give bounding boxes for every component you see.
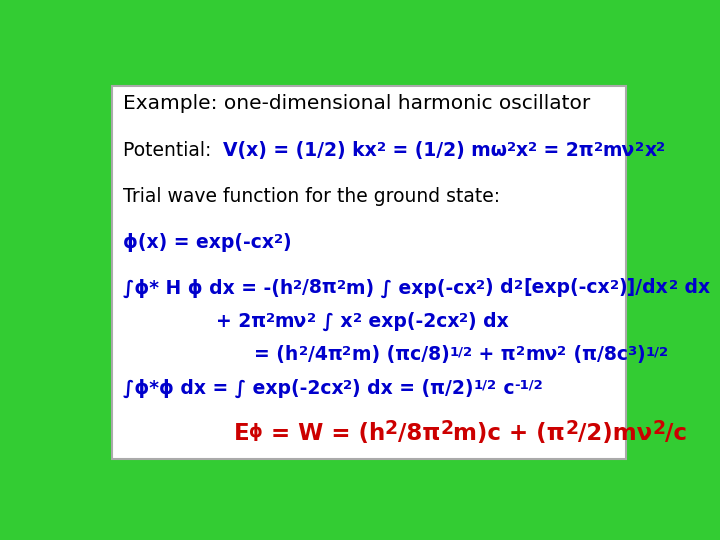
- Text: 2: 2: [557, 345, 567, 358]
- Text: )]/dx: )]/dx: [619, 279, 669, 298]
- Text: 2: 2: [343, 379, 352, 392]
- Text: 2: 2: [516, 345, 525, 358]
- Text: 2: 2: [507, 141, 516, 154]
- Text: ): ): [636, 345, 645, 364]
- Text: 2: 2: [337, 279, 346, 292]
- Text: exp(-2cx: exp(-2cx: [362, 312, 459, 330]
- Text: c: c: [497, 379, 515, 397]
- Text: [exp(-cx: [exp(-cx: [523, 279, 610, 298]
- Text: 2: 2: [441, 420, 454, 438]
- Text: 1/2: 1/2: [449, 345, 472, 358]
- Text: ) d: ) d: [485, 279, 514, 298]
- Text: Potential:: Potential:: [122, 140, 223, 160]
- Text: 2: 2: [299, 345, 307, 358]
- Text: m)c + (π: m)c + (π: [454, 422, 565, 445]
- Text: 2: 2: [669, 279, 678, 292]
- Text: 2: 2: [353, 312, 362, 325]
- Text: m) (πc/8): m) (πc/8): [351, 345, 449, 364]
- Text: 1/2: 1/2: [645, 345, 669, 358]
- Text: ): ): [283, 233, 292, 252]
- Text: 2: 2: [652, 420, 665, 438]
- Text: + 2π: + 2π: [215, 312, 266, 330]
- Text: Example: one-dimensional harmonic oscillator: Example: one-dimensional harmonic oscill…: [122, 94, 590, 113]
- Text: V(x) = (1/2) kx: V(x) = (1/2) kx: [223, 140, 377, 160]
- Text: m) ∫ exp(-cx: m) ∫ exp(-cx: [346, 279, 477, 298]
- Text: + π: + π: [472, 345, 516, 364]
- Text: 2: 2: [459, 312, 469, 325]
- Text: 2: 2: [293, 279, 302, 292]
- Text: dx: dx: [678, 279, 710, 298]
- Text: x: x: [516, 140, 528, 160]
- Text: 1/2: 1/2: [474, 379, 497, 392]
- Text: 2: 2: [594, 141, 603, 154]
- FancyBboxPatch shape: [112, 86, 626, 459]
- Text: 2: 2: [657, 141, 665, 154]
- Text: 2: 2: [477, 279, 485, 292]
- Text: /8π: /8π: [398, 422, 441, 445]
- Text: 2: 2: [307, 312, 316, 325]
- Text: (π/8c: (π/8c: [567, 345, 628, 364]
- Text: ∫ϕ* H ϕ dx = -(h: ∫ϕ* H ϕ dx = -(h: [122, 279, 293, 298]
- Text: 2: 2: [377, 141, 386, 154]
- Text: ∫ x: ∫ x: [316, 312, 353, 331]
- Text: = 2π: = 2π: [537, 140, 594, 160]
- Text: = (1/2) mω: = (1/2) mω: [386, 140, 507, 160]
- Text: 2: 2: [385, 420, 398, 438]
- Text: E: E: [233, 422, 249, 445]
- Text: 3: 3: [628, 345, 636, 358]
- Text: = (h: = (h: [254, 345, 299, 364]
- Text: 2: 2: [514, 279, 523, 292]
- Text: -1/2: -1/2: [515, 379, 544, 392]
- Text: mν: mν: [525, 345, 557, 364]
- Text: ) dx = (π/2): ) dx = (π/2): [352, 379, 474, 397]
- Text: Trial wave function for the ground state:: Trial wave function for the ground state…: [122, 187, 500, 206]
- Text: ∫ϕ*ϕ dx = ∫ exp(-2cx: ∫ϕ*ϕ dx = ∫ exp(-2cx: [122, 379, 343, 398]
- Text: 2: 2: [528, 141, 537, 154]
- Text: /2)mν: /2)mν: [578, 422, 652, 445]
- Text: = W = (h: = W = (h: [263, 422, 385, 445]
- Text: ϕ: ϕ: [249, 423, 263, 442]
- Text: /c: /c: [665, 422, 688, 445]
- Text: mν: mν: [603, 140, 635, 160]
- Text: /8π: /8π: [302, 279, 337, 298]
- Text: ϕ(x) = exp(-cx: ϕ(x) = exp(-cx: [122, 233, 274, 252]
- Text: 2: 2: [274, 233, 283, 246]
- Text: 2: 2: [343, 345, 351, 358]
- Text: x: x: [644, 140, 657, 160]
- Text: /4π: /4π: [307, 345, 343, 364]
- Text: ) dx: ) dx: [469, 312, 509, 330]
- Text: mν: mν: [275, 312, 307, 330]
- Text: 2: 2: [266, 312, 275, 325]
- Text: 2: 2: [565, 420, 578, 438]
- Text: 2: 2: [610, 279, 619, 292]
- Text: 2: 2: [635, 141, 644, 154]
